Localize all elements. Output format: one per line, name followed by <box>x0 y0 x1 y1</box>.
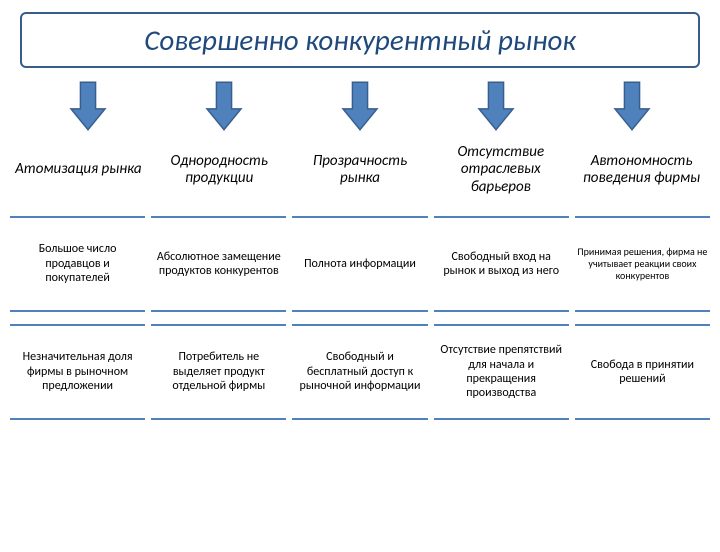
detail-row: Большое число продавцов и покупателейАбс… <box>10 216 710 312</box>
category-header: Атомизация рынка <box>10 140 147 200</box>
down-arrow-icon <box>613 80 651 132</box>
detail-cell: Принимая решения, фирма не учитывает реа… <box>575 216 710 312</box>
title-box: Совершенно конкурентный рынок <box>20 12 700 68</box>
detail-cell: Свободный вход на рынок и выход из него <box>434 216 569 312</box>
down-arrow-icon <box>477 80 515 132</box>
detail-cell: Большое число продавцов и покупателей <box>10 216 145 312</box>
detail-row: Незначительная доля фирмы в рыночном пре… <box>10 324 710 420</box>
headers-row: Атомизация рынкаОднородность продукцииПр… <box>0 140 720 200</box>
detail-cell: Полнота информации <box>292 216 427 312</box>
category-header: Автономность поведения фирмы <box>573 140 710 200</box>
category-header: Однородность продукции <box>151 140 288 200</box>
category-header: Отсутствие отраслевых барьеров <box>432 140 569 200</box>
title-text: Совершенно конкурентный рынок <box>38 22 682 58</box>
down-arrow-icon <box>205 80 243 132</box>
detail-cell: Незначительная доля фирмы в рыночном пре… <box>10 324 145 420</box>
detail-cell: Потребитель не выделяет продукт отдельно… <box>151 324 286 420</box>
arrows-row <box>0 76 720 136</box>
detail-cell: Свобода в принятии решений <box>575 324 710 420</box>
detail-grid: Большое число продавцов и покупателейАбс… <box>0 216 720 420</box>
down-arrow-icon <box>69 80 107 132</box>
category-header: Прозрачность рынка <box>292 140 429 200</box>
detail-cell: Отсутствие препятствий для начала и прек… <box>434 324 569 420</box>
detail-cell: Абсолютное замещение продуктов конкурент… <box>151 216 286 312</box>
down-arrow-icon <box>341 80 379 132</box>
detail-cell: Свободный и бесплатный доступ к рыночной… <box>292 324 427 420</box>
